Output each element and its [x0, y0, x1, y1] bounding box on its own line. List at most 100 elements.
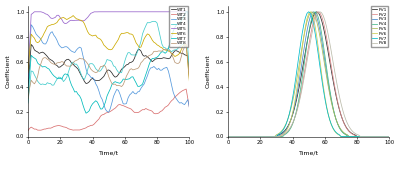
- Line: PV4: PV4: [228, 12, 389, 137]
- WT7: [102, 105, 106, 107]
- PV8: [340, 108, 345, 111]
- WT3: [150, 67, 155, 69]
- Y-axis label: Coefficient: Coefficient: [6, 54, 10, 88]
- PV7: [226, 135, 230, 138]
- WT1: [124, 64, 129, 66]
- PV2: [387, 135, 392, 138]
- X-axis label: Time/t: Time/t: [299, 150, 319, 156]
- PV1: [348, 131, 353, 134]
- PV3: [237, 135, 242, 138]
- WT6: [187, 80, 192, 83]
- PV3: [340, 131, 345, 133]
- WT4: [138, 40, 143, 42]
- WT8: [147, 54, 152, 57]
- WT5: [32, 11, 37, 13]
- PV4: [226, 135, 230, 138]
- WT5: [148, 11, 153, 13]
- WT4: [66, 71, 71, 74]
- WT8: [66, 65, 71, 67]
- PV6: [308, 11, 313, 13]
- PV4: [324, 66, 329, 68]
- WT7: [66, 74, 71, 76]
- WT2: [100, 114, 105, 116]
- WT8: [26, 97, 30, 100]
- X-axis label: Time/t: Time/t: [99, 150, 119, 156]
- PV1: [324, 41, 329, 43]
- WT5: [124, 11, 129, 13]
- WT6: [37, 41, 42, 43]
- PV4: [300, 77, 305, 79]
- PV3: [226, 135, 230, 138]
- WT3: [29, 24, 34, 26]
- PV7: [348, 135, 353, 138]
- WT6: [140, 42, 145, 44]
- PV4: [237, 135, 242, 138]
- WT6: [124, 32, 129, 34]
- PV8: [387, 135, 392, 138]
- PV4: [340, 131, 345, 134]
- PV6: [340, 135, 345, 138]
- WT6: [71, 15, 76, 17]
- WT2: [138, 110, 143, 112]
- PV5: [300, 45, 305, 47]
- WT8: [100, 65, 105, 68]
- WT8: [37, 67, 42, 69]
- WT1: [26, 88, 30, 90]
- WT6: [66, 18, 71, 20]
- PV2: [237, 135, 242, 138]
- PV2: [324, 36, 329, 38]
- WT2: [37, 129, 42, 131]
- PV6: [348, 135, 353, 138]
- PV6: [324, 104, 329, 106]
- Line: PV2: PV2: [228, 12, 389, 137]
- PV8: [318, 11, 322, 13]
- PV4: [313, 11, 318, 13]
- Line: WT8: WT8: [28, 44, 189, 99]
- PV6: [226, 135, 230, 138]
- PV5: [266, 135, 271, 138]
- PV7: [266, 135, 271, 138]
- PV5: [340, 130, 345, 132]
- WT3: [38, 38, 43, 40]
- PV3: [266, 135, 271, 138]
- WT8: [187, 79, 192, 81]
- PV2: [266, 135, 271, 138]
- PV8: [266, 135, 271, 138]
- Line: WT4: WT4: [28, 21, 189, 103]
- WT1: [140, 54, 145, 56]
- PV7: [387, 135, 392, 138]
- WT2: [187, 107, 192, 109]
- WT2: [122, 105, 127, 107]
- WT7: [84, 112, 88, 114]
- PV6: [387, 135, 392, 138]
- PV2: [316, 11, 321, 13]
- PV7: [340, 135, 345, 138]
- PV5: [226, 135, 230, 138]
- PV5: [387, 135, 392, 138]
- WT3: [102, 104, 106, 106]
- PV3: [387, 135, 392, 138]
- WT7: [124, 78, 129, 81]
- PV8: [348, 128, 353, 130]
- PV1: [226, 135, 230, 138]
- PV2: [300, 84, 305, 86]
- WT3: [142, 83, 146, 85]
- WT4: [152, 20, 156, 22]
- WT6: [148, 36, 153, 38]
- WT7: [26, 94, 30, 97]
- PV2: [340, 119, 345, 121]
- Line: WT7: WT7: [28, 12, 189, 113]
- WT7: [37, 64, 42, 66]
- Line: PV8: PV8: [228, 12, 389, 137]
- PV5: [324, 75, 329, 77]
- PV1: [237, 135, 242, 138]
- Line: WT5: WT5: [28, 12, 189, 77]
- WT5: [187, 42, 192, 44]
- WT5: [38, 11, 43, 13]
- PV3: [348, 135, 353, 138]
- PV8: [324, 25, 329, 27]
- WT1: [38, 52, 43, 54]
- WT4: [26, 102, 30, 104]
- Line: PV1: PV1: [228, 12, 389, 137]
- WT4: [147, 22, 152, 24]
